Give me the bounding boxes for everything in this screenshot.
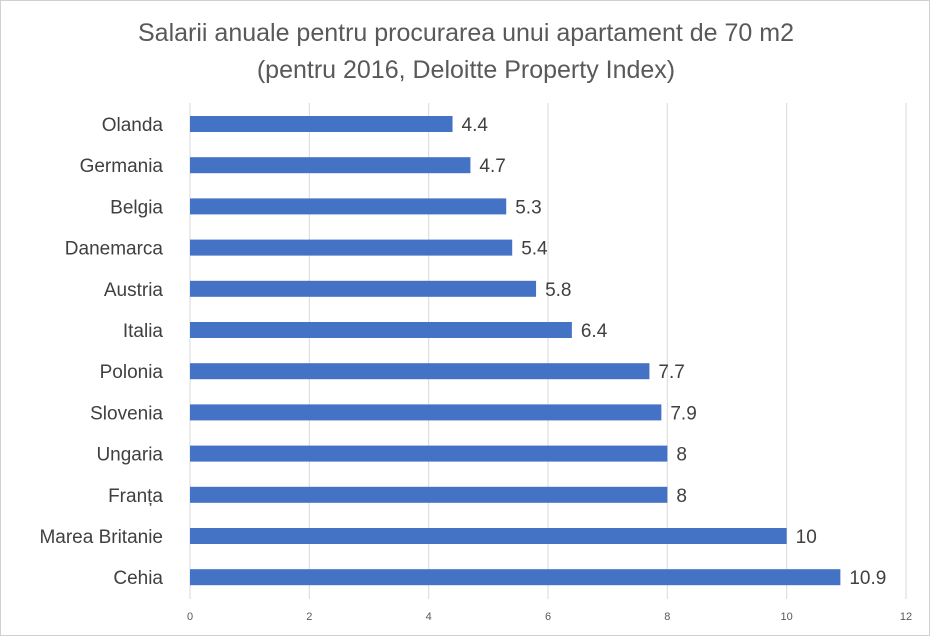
category-label: Germania: [80, 156, 164, 177]
x-tick-label: 10: [781, 611, 793, 623]
data-label: 10.9: [849, 568, 886, 589]
data-label: 7.7: [658, 362, 684, 383]
bar: [190, 157, 471, 174]
data-label: 4.4: [462, 115, 489, 136]
data-label: 4.7: [479, 156, 505, 177]
data-label: 5.3: [515, 197, 541, 218]
category-label: Austria: [104, 280, 164, 301]
category-label: Belgia: [110, 197, 163, 218]
bar: [190, 239, 513, 256]
data-label: 8: [676, 486, 687, 507]
data-label: 6.4: [581, 321, 608, 342]
x-tick-label: 8: [664, 611, 670, 623]
category-label: Italia: [123, 321, 164, 342]
labels: 0 2 4 6 8 10 12 Olanda 4.4 Germania 4.7 Belgia 5.3 Da…: [39, 115, 912, 623]
bar: [190, 528, 787, 544]
category-label: Franța: [108, 486, 163, 507]
x-tick-label: 6: [545, 611, 551, 623]
gridlines: [189, 103, 907, 599]
chart-title-line-1: Salarii anuale pentru procurarea unui ap…: [138, 19, 794, 47]
data-label: 7.9: [670, 403, 696, 424]
bar: [190, 322, 572, 338]
category-label: Olanda: [102, 115, 164, 136]
data-label: 10: [796, 527, 817, 548]
bar: [190, 280, 537, 297]
bar: [190, 198, 507, 215]
bars: [190, 116, 841, 586]
x-tick-label: 0: [187, 611, 193, 623]
category-label: Slovenia: [90, 403, 163, 424]
data-label: 8: [676, 445, 687, 466]
bar: [190, 404, 662, 421]
chart-title-line-2: (pentru 2016, Deloitte Property Index): [257, 56, 675, 84]
bar: [190, 486, 668, 503]
x-tick-label: 2: [306, 611, 312, 623]
category-label: Polonia: [100, 362, 164, 383]
category-label: Marea Britanie: [39, 527, 163, 548]
category-label: Danemarca: [65, 239, 164, 260]
x-tick-label: 12: [900, 611, 912, 623]
bar: [190, 445, 668, 462]
data-label: 5.4: [521, 239, 548, 260]
data-label: 5.8: [545, 280, 571, 301]
category-label: Cehia: [113, 568, 163, 589]
bar: [190, 363, 650, 380]
category-label: Ungaria: [96, 445, 163, 466]
bar: [190, 569, 841, 586]
x-tick-label: 4: [426, 611, 432, 623]
bar: [190, 116, 453, 132]
